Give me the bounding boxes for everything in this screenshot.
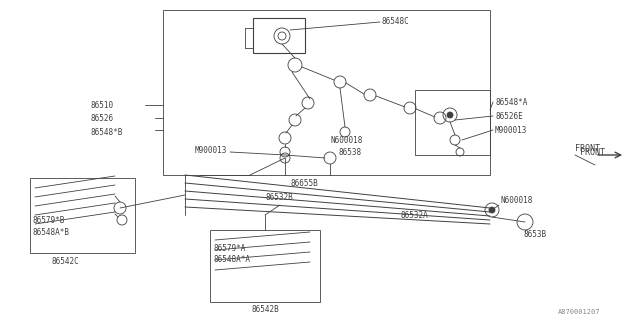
Text: 86655B: 86655B (290, 179, 317, 188)
Text: FRONT: FRONT (575, 143, 600, 153)
Text: 86532B: 86532B (265, 193, 292, 202)
Text: 86532A: 86532A (400, 211, 428, 220)
Text: 86548C: 86548C (381, 17, 409, 26)
Text: 86548A*A: 86548A*A (213, 255, 250, 265)
Text: 86548*B: 86548*B (90, 127, 122, 137)
Text: M900013: M900013 (495, 125, 527, 134)
Text: FRONT: FRONT (580, 148, 605, 156)
Text: 86579*B: 86579*B (32, 215, 65, 225)
Bar (210, 230, 320, 302)
Text: 8653B: 8653B (524, 229, 547, 238)
Text: A870001207: A870001207 (557, 309, 600, 315)
Circle shape (447, 112, 453, 118)
Bar (30, 178, 135, 253)
Text: 86538: 86538 (338, 148, 361, 156)
Bar (415, 90, 490, 155)
Text: 86542C: 86542C (51, 258, 79, 267)
Bar (253, 18, 305, 53)
Text: 86526: 86526 (90, 114, 113, 123)
Text: N600018: N600018 (500, 196, 532, 204)
Text: 86510: 86510 (90, 100, 113, 109)
Text: 86526E: 86526E (495, 111, 523, 121)
Text: 86579*A: 86579*A (213, 244, 245, 252)
Text: 86548*A: 86548*A (495, 98, 527, 107)
Text: M900013: M900013 (195, 146, 227, 155)
Text: 86548A*B: 86548A*B (32, 228, 69, 236)
Text: N600018: N600018 (330, 135, 362, 145)
Bar (163, 10, 490, 175)
Circle shape (489, 207, 495, 213)
Text: 86542B: 86542B (251, 306, 279, 315)
